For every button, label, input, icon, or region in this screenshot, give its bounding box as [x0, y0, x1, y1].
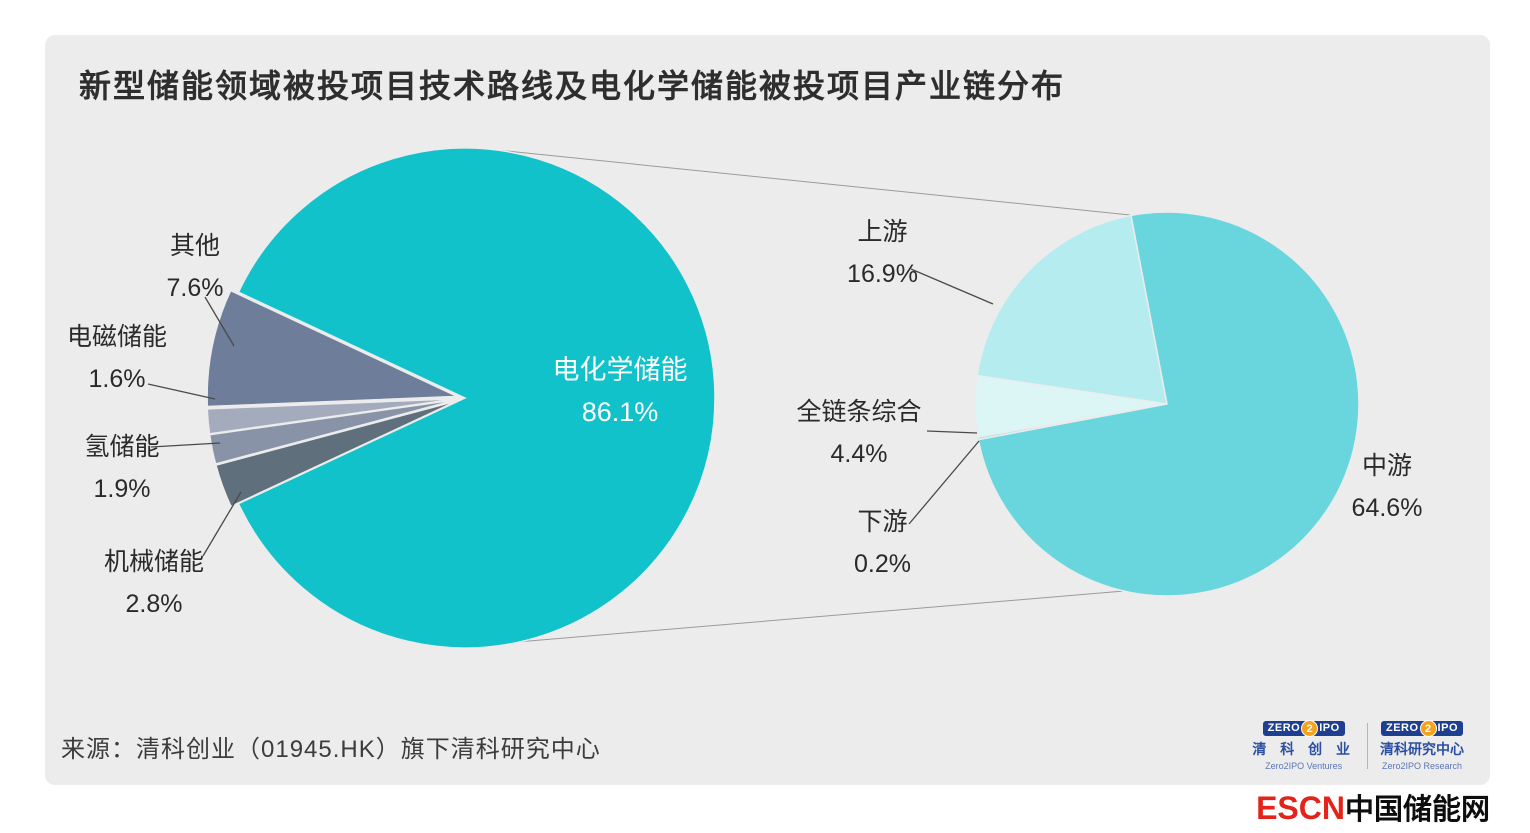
- callout-value: 16.9%: [847, 260, 918, 288]
- badge-two-icon: 2: [1419, 720, 1437, 737]
- chart-card: 新型储能领域被投项目技术路线及电化学储能被投项目产业链分布 其他 7.6% 电磁…: [45, 35, 1490, 785]
- callout-label: 中游: [1361, 452, 1412, 480]
- connector-line-top: [486, 148, 1131, 216]
- logo-cn-name: 清科研究中心: [1380, 741, 1464, 757]
- callout-downstream: 下游 0.2%: [820, 501, 945, 585]
- callout-value: 0.2%: [854, 550, 911, 578]
- callout-value: 1.6%: [88, 365, 146, 393]
- brand-logos: ZERO 2 IPO 清 科 创 业 Zero2IPO Ventures ZER…: [1252, 720, 1464, 771]
- callout-label: 全链条综合: [796, 398, 922, 426]
- leader-line-qita: [204, 296, 235, 347]
- escn-site-name: 中国储能网: [1344, 794, 1490, 826]
- zero2ipo-badge: ZERO 2 IPO: [1262, 720, 1345, 737]
- logo-en-name: Zero2IPO Ventures: [1265, 761, 1343, 771]
- callout-value: 86.1%: [581, 397, 659, 427]
- callout-label: 电磁储能: [66, 323, 167, 351]
- callout-other: 其他 7.6%: [130, 225, 260, 309]
- zero2ipo-ventures-logo: ZERO 2 IPO 清 科 创 业 Zero2IPO Ventures: [1252, 720, 1355, 771]
- callout-label: 电化学储能: [552, 355, 688, 385]
- badge-ipo-text: IPO: [1314, 721, 1345, 736]
- logo-divider: [1367, 722, 1368, 769]
- pie-slice-4: [214, 400, 458, 508]
- callout-label: 上游: [857, 218, 908, 246]
- callout-value: 7.6%: [166, 274, 224, 302]
- logo-en-name: Zero2IPO Research: [1381, 761, 1463, 771]
- zero2ipo-research-logo: ZERO 2 IPO 清科研究中心 Zero2IPO Research: [1380, 720, 1464, 771]
- callout-label: 氢储能: [84, 433, 160, 461]
- escn-watermark: ESCN 中国储能网: [1256, 786, 1490, 828]
- pie-slice-1: [206, 289, 458, 408]
- callout-hydrogen-storage: 氢储能 1.9%: [63, 426, 181, 510]
- leader-line-shangyou: [910, 268, 994, 305]
- callout-label: 其他: [169, 232, 220, 260]
- badge-two-icon: 2: [1301, 720, 1319, 737]
- badge-zero-text: ZERO: [1262, 721, 1306, 736]
- badge-ipo-text: IPO: [1432, 721, 1463, 736]
- zero2ipo-badge: ZERO 2 IPO: [1380, 720, 1463, 737]
- callout-electrochemical-storage: 电化学储能 86.1%: [520, 349, 720, 433]
- leader-line-dianci: [147, 383, 216, 400]
- callout-label: 下游: [857, 508, 908, 536]
- pie-technology-route: [206, 147, 716, 649]
- callout-upstream: 上游 16.9%: [820, 211, 945, 295]
- callout-mechanical-storage: 机械储能 2.8%: [83, 541, 225, 625]
- pie-slice-0: [237, 147, 716, 649]
- page-title: 新型储能领域被投项目技术路线及电化学储能被投项目产业链分布: [79, 68, 1066, 104]
- leader-line-qing: [150, 442, 221, 448]
- badge-zero-text: ZERO: [1380, 721, 1424, 736]
- logo-cn-name: 清 科 创 业: [1252, 741, 1355, 757]
- pie-slice-0: [977, 211, 1360, 597]
- leader-line-quanlian: [926, 430, 978, 434]
- callout-value: 2.8%: [125, 590, 183, 618]
- callout-value: 4.4%: [830, 440, 888, 468]
- connector-line-bottom: [516, 590, 1125, 643]
- leader-line-xiayou: [908, 440, 980, 525]
- callout-electromagnetic-storage: 电磁储能 1.6%: [53, 316, 181, 400]
- pie-industry-chain: [974, 211, 1360, 597]
- callout-midstream: 中游 64.6%: [1323, 445, 1451, 529]
- callout-full-chain: 全链条综合 4.4%: [791, 391, 927, 475]
- source-text: 来源：清科创业（01945.HK）旗下清科研究中心: [61, 736, 601, 763]
- callout-value: 1.9%: [93, 475, 151, 503]
- leader-line-jixie: [202, 491, 242, 557]
- escn-logo-text: ESCN: [1256, 790, 1345, 826]
- callout-value: 64.6%: [1351, 494, 1423, 522]
- pie-slice-1: [976, 214, 1168, 405]
- pie-slice-2: [206, 397, 458, 435]
- callout-label: 机械储能: [103, 548, 204, 576]
- pie-slice-3: [208, 398, 458, 465]
- chart-canvas: [147, 147, 1360, 649]
